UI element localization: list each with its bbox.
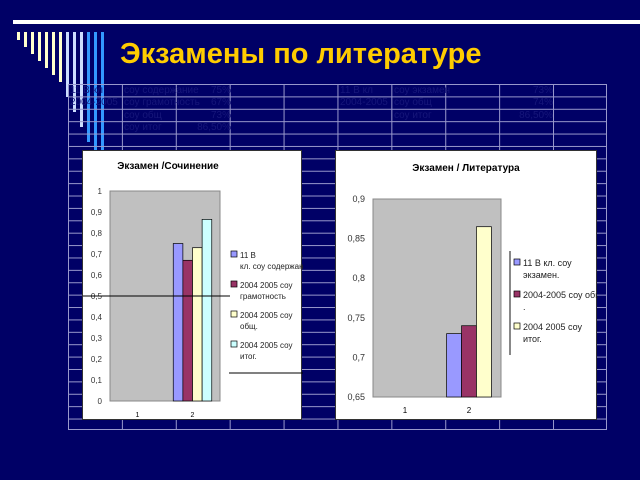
y-tick-label: 0,7	[91, 250, 103, 259]
legend-entry: 2004 2005 соу грамотность	[240, 281, 293, 301]
stripe	[38, 32, 41, 61]
bar	[461, 325, 477, 398]
slide-title: Экзамены по литературе	[120, 38, 482, 70]
bar	[476, 226, 492, 398]
legend-swatch	[513, 258, 521, 266]
legend-swatch	[513, 290, 521, 298]
stripe	[17, 32, 20, 40]
bar	[192, 247, 203, 402]
y-tick-label: 0,85	[347, 234, 365, 244]
table-cell: соу грамотность	[124, 97, 200, 109]
y-tick-label: 0,65	[347, 392, 365, 402]
legend-entry: 11 Вкл. соу содержание	[240, 251, 303, 271]
chart-title: Экзамен / Литература	[412, 163, 520, 174]
legend-swatch	[230, 340, 238, 348]
y-tick-label: 0,9	[91, 208, 103, 217]
legend-swatch	[230, 250, 238, 258]
table-cell: 73%	[210, 109, 231, 121]
chart-sochinenie: Экзамен /Сочинение 0 0,1 0,2 0,3 0,4 0,5 0,6 0,7…	[82, 150, 313, 420]
table-cell: 75%	[210, 85, 231, 96]
legend-entry: 2004 2005 соу итог.	[240, 341, 293, 361]
table-cell: 2004-2005	[70, 97, 118, 109]
table-cell: соу общ	[394, 97, 432, 109]
table-cell: 86,50%	[519, 109, 553, 121]
legend-entry: 2004-2005 соу общ.	[523, 290, 598, 312]
y-tick-label: 0,1	[91, 376, 103, 385]
table-cell: 86,50%	[197, 122, 231, 134]
y-tick-label: 0,6	[91, 271, 103, 280]
y-tick-label: 1	[98, 187, 103, 196]
stripe	[80, 32, 83, 127]
table-cell: 74%	[532, 97, 553, 109]
bar	[182, 259, 193, 402]
stripe	[45, 32, 48, 68]
stripe	[24, 32, 27, 47]
legend-swatch	[513, 322, 521, 330]
stripe	[66, 32, 69, 97]
x-tick-label: 1	[136, 412, 140, 419]
table-cell: 67%	[210, 97, 231, 109]
legend-swatch	[230, 280, 238, 288]
table-cell: соу итог	[124, 122, 162, 134]
table-cell: 2004-2005	[340, 97, 388, 109]
table-cell: 11 В кл	[70, 85, 103, 96]
y-tick-label: 0,3	[91, 334, 103, 343]
y-tick-label: 0,4	[91, 313, 103, 322]
y-tick-label: 0	[98, 397, 103, 406]
legend-entry: 2004 2005 соу итог.	[523, 322, 583, 344]
table-cell: соу общ	[124, 109, 162, 121]
y-tick-label: 0,8	[91, 229, 103, 238]
table-cell: 73%	[532, 85, 553, 96]
chart-literatura: Экзамен / Литература 0,65 0,7 0,75 0,8 0,85 0,…	[335, 150, 603, 420]
x-tick-label: 2	[467, 406, 472, 415]
stripe	[52, 32, 55, 75]
y-tick-label: 0,9	[352, 194, 365, 204]
table-cell: соу экзамен	[394, 85, 451, 96]
y-tick-label: 0,8	[352, 273, 365, 283]
legend-swatch	[230, 310, 238, 318]
y-tick-label: 0,2	[91, 355, 103, 364]
table-cell: соу итог	[394, 109, 432, 121]
bar	[201, 218, 213, 402]
stripe	[31, 32, 34, 54]
stripe	[59, 32, 62, 82]
legend-entry: 11 В кл. соу экзамен.	[523, 258, 572, 280]
y-tick-label: 0,7	[352, 352, 365, 362]
y-tick-label: 0,75	[347, 313, 365, 323]
chart-title: Экзамен /Сочинение	[117, 161, 219, 172]
table-cell: 11 В кл	[340, 85, 373, 96]
bar	[172, 243, 184, 402]
decorative-line	[13, 20, 640, 24]
table-cell: соу содержание	[124, 85, 199, 96]
bar	[446, 333, 462, 398]
x-tick-label: 2	[191, 412, 195, 419]
stripe	[73, 32, 76, 112]
x-tick-label: 1	[403, 406, 408, 415]
legend-entry: 2004 2005 соу общ.	[240, 311, 293, 331]
